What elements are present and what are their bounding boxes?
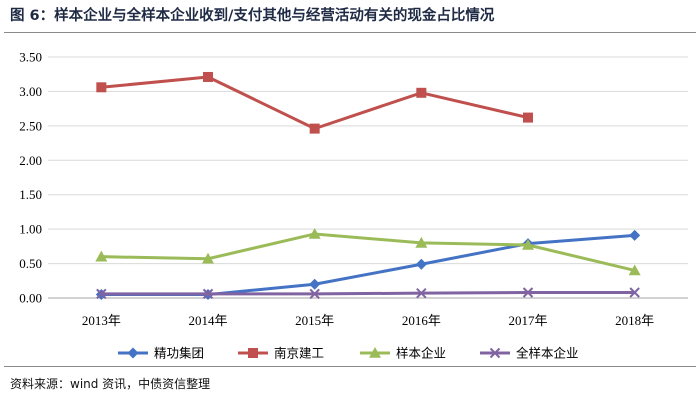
data-point	[523, 112, 533, 123]
x-tick-label: 2013年	[82, 313, 121, 328]
data-point	[203, 71, 213, 82]
series-1	[96, 71, 533, 134]
x-marker-stroke	[522, 287, 534, 298]
series-0	[95, 229, 641, 301]
x-marker-stroke	[202, 288, 214, 300]
data-point	[416, 87, 427, 98]
data-point	[202, 252, 214, 264]
y-tick-label: 1.50	[19, 187, 42, 202]
y-tick-label: 3.50	[19, 50, 42, 65]
legend: 精功集团 南京建工 样本企业 全样本企业	[118, 346, 579, 361]
x-marker-stroke	[416, 287, 427, 299]
series-line	[101, 233, 635, 297]
legend-label: 全样本企业	[516, 346, 579, 361]
data-point	[629, 287, 640, 298]
line-chart: 0.00 0.50 1.00 1.50 2.00 2.50 3.00 3.50 2013年 201…	[19, 50, 688, 361]
data-point	[415, 236, 428, 248]
source-divider	[4, 366, 696, 367]
y-tick-label: 2.00	[19, 153, 42, 168]
grid-layer	[48, 56, 688, 265]
legend-marker	[127, 347, 139, 359]
data-point	[309, 123, 320, 134]
series-line	[101, 75, 529, 131]
x-tick-label: 2015年	[295, 313, 334, 328]
y-tick-label: 3.00	[19, 84, 42, 99]
data-point	[96, 82, 107, 93]
y-tick-label: 1.00	[19, 222, 42, 237]
x-tick-label: 2016年	[402, 313, 441, 328]
data-point	[522, 238, 534, 250]
x-marker-stroke	[629, 287, 640, 298]
x-tick-label: 2017年	[508, 313, 547, 328]
data-point	[416, 287, 427, 299]
legend-marker	[248, 348, 258, 358]
data-point	[202, 288, 214, 300]
source-note: 资料来源：wind 资讯，中债资信整理	[10, 377, 211, 391]
y-tick-label: 0.00	[19, 291, 42, 306]
x-tick-label: 2018年	[615, 313, 654, 328]
series-2	[95, 227, 641, 276]
x-tick-label: 2014年	[188, 313, 227, 328]
x-marker-stroke	[96, 288, 107, 300]
data-point	[522, 287, 534, 298]
x-marker-stroke	[489, 347, 501, 359]
data-point	[309, 288, 320, 300]
y-tick-label: 2.50	[19, 118, 42, 133]
legend-item: 全样本企业	[480, 346, 579, 361]
series-3	[96, 287, 640, 300]
title-divider	[4, 32, 696, 33]
y-tick-label: 0.50	[19, 256, 42, 271]
data-point	[308, 227, 321, 239]
legend-marker	[369, 347, 381, 358]
data-point	[95, 250, 108, 262]
series-line	[101, 232, 636, 272]
x-marker-stroke	[309, 288, 320, 300]
legend-item: 南京建工	[238, 346, 324, 361]
data-point	[309, 278, 321, 290]
series-line	[101, 290, 635, 296]
data-point	[628, 264, 641, 276]
legend-label: 精功集团	[154, 346, 204, 361]
data-point	[415, 258, 427, 270]
legend-label: 南京建工	[274, 346, 324, 361]
legend-marker	[489, 347, 501, 359]
legend-item: 精功集团	[118, 346, 204, 361]
data-point	[629, 229, 641, 241]
series-layer	[95, 71, 641, 301]
legend-label: 样本企业	[396, 346, 446, 361]
axis-layer: 0.00 0.50 1.00 1.50 2.00 2.50 3.00 3.50 2013年 201…	[19, 50, 688, 328]
chart-title: 图 6：样本企业与全样本企业收到/支付其他与经营活动有关的现金占比情况	[10, 8, 495, 24]
legend-item: 样本企业	[360, 346, 446, 361]
data-point	[96, 288, 107, 300]
